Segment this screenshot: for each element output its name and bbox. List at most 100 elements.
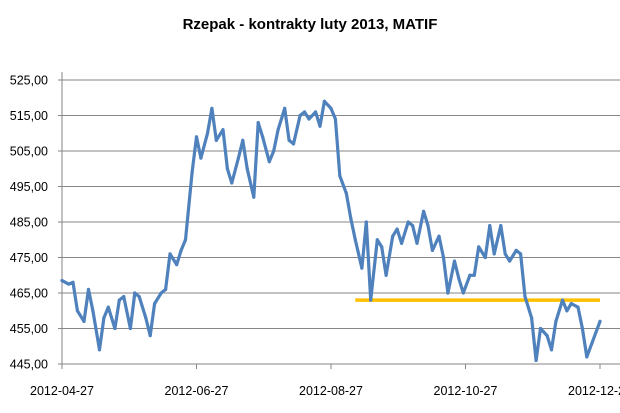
data-point — [190, 170, 194, 174]
chart-title: Rzepak - kontrakty luty 2013, MATIF — [182, 16, 438, 33]
data-point — [159, 291, 163, 295]
y-tick-label: 495,00 — [10, 180, 48, 194]
data-point — [221, 128, 225, 132]
data-point — [210, 106, 214, 110]
data-point — [415, 241, 419, 245]
data-point — [499, 223, 503, 228]
data-point — [441, 255, 446, 260]
data-point — [322, 99, 326, 103]
x-tick-label: 2012-06-27 — [165, 384, 229, 398]
data-point — [349, 216, 353, 221]
data-point — [261, 135, 265, 139]
data-point — [488, 223, 492, 228]
data-point — [298, 113, 302, 118]
data-point — [168, 252, 172, 256]
data-point — [384, 273, 388, 277]
y-tick-label: 485,00 — [10, 216, 48, 230]
data-point — [338, 174, 342, 178]
data-point — [82, 319, 86, 323]
data-point — [364, 220, 368, 224]
data-point — [307, 117, 311, 121]
data-point — [175, 263, 179, 267]
data-point — [102, 316, 106, 320]
data-point — [410, 223, 415, 228]
data-point — [329, 106, 333, 110]
data-point — [538, 326, 543, 331]
data-point — [503, 252, 507, 256]
data-point — [252, 195, 256, 199]
data-point — [380, 245, 384, 249]
data-point — [60, 278, 64, 283]
data-point — [241, 138, 245, 142]
data-point — [133, 291, 137, 295]
data-point — [256, 121, 260, 125]
data-point — [205, 131, 210, 135]
y-tick-label: 515,00 — [10, 109, 48, 123]
data-point — [179, 248, 183, 252]
data-point — [580, 326, 584, 331]
y-tick-label: 475,00 — [10, 251, 48, 265]
data-point — [128, 326, 132, 331]
data-point — [554, 319, 558, 323]
data-point — [560, 298, 565, 302]
data-point — [519, 252, 523, 256]
data-point — [507, 259, 512, 263]
data-point — [199, 156, 203, 160]
data-point — [391, 234, 395, 238]
data-point — [422, 209, 426, 213]
data-point — [245, 167, 249, 171]
data-point — [333, 117, 338, 121]
data-point — [457, 277, 461, 281]
data-point — [287, 138, 291, 142]
data-point — [117, 298, 121, 302]
data-point — [344, 192, 349, 196]
data-point — [225, 167, 229, 171]
data-point — [360, 266, 364, 270]
x-tick-label: 2012-04-27 — [30, 384, 94, 398]
data-point — [477, 245, 481, 249]
data-point — [437, 234, 441, 238]
data-point — [106, 305, 110, 309]
y-tick-label: 505,00 — [10, 145, 48, 159]
data-point — [375, 238, 379, 242]
data-point — [399, 241, 404, 245]
data-point — [430, 248, 435, 252]
data-point — [86, 287, 91, 292]
data-point — [492, 252, 496, 256]
data-point — [549, 348, 554, 352]
data-point — [523, 294, 527, 299]
data-point — [144, 316, 148, 320]
data-point — [267, 160, 271, 164]
data-point — [468, 273, 472, 277]
series-line — [60, 99, 602, 362]
data-point — [534, 358, 538, 363]
y-tick-label: 525,00 — [10, 74, 48, 88]
data-point — [113, 326, 117, 331]
data-point — [461, 291, 465, 295]
data-point — [426, 223, 430, 228]
data-point — [75, 309, 80, 313]
x-tick-label: 2012-08-27 — [299, 384, 363, 398]
data-point — [276, 128, 280, 132]
data-point — [406, 220, 410, 224]
data-point — [369, 298, 373, 302]
data-point — [291, 142, 296, 146]
data-point — [395, 227, 399, 231]
data-point — [545, 334, 549, 338]
y-tick-label: 445,00 — [10, 358, 48, 372]
y-tick-label: 455,00 — [10, 322, 48, 336]
data-point — [122, 294, 126, 299]
data-point — [97, 348, 102, 352]
data-point — [598, 319, 602, 323]
data-point — [67, 282, 71, 286]
data-point — [91, 309, 95, 313]
data-point — [576, 305, 580, 309]
data-point — [318, 124, 322, 128]
data-point — [452, 259, 457, 263]
data-point — [214, 138, 218, 142]
data-point — [148, 334, 152, 338]
data-point — [569, 302, 573, 306]
data-point — [302, 110, 307, 114]
